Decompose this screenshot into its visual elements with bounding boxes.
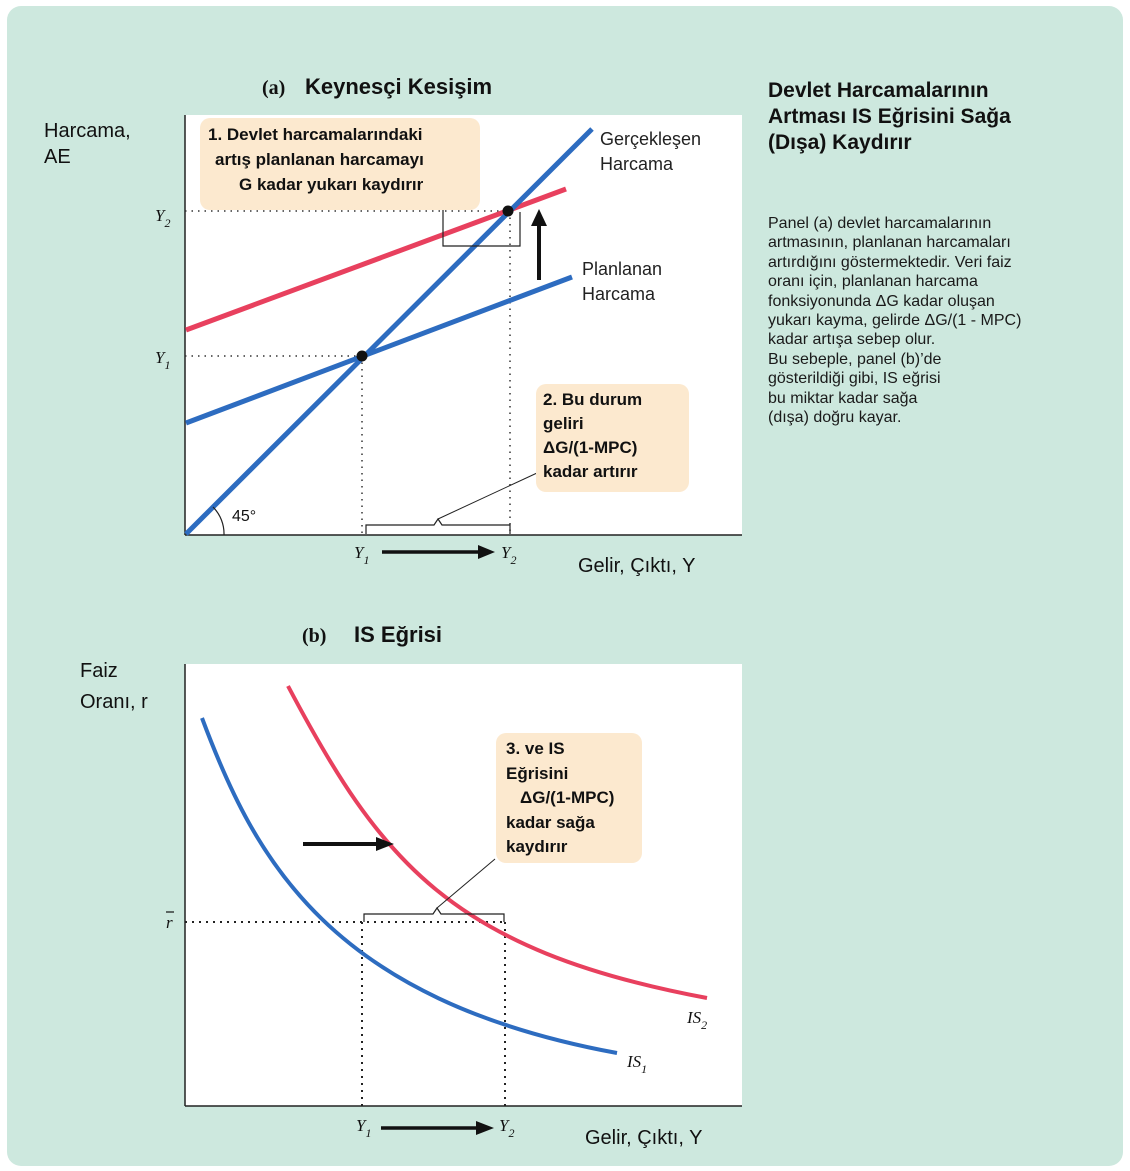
caption-title: Devlet Harcamalarının Artması IS Eğrisin… [768,78,1108,156]
income-shift-arrow-head-b [476,1121,494,1135]
caption-body-line: gösterildiği gibi, IS eğrisi [768,370,941,388]
callout-3-line: kadar sağa [506,812,595,832]
caption: Devlet Harcamalarının Artması IS Eğrisin… [768,78,1108,427]
caption-title-line: Devlet Harcamalarının [768,79,989,102]
panel-b-x-axis-label: Gelir, Çıktı, Y [585,1127,702,1149]
panel-a-x-axis-label: Gelir, Çıktı, Y [578,555,695,577]
x-tick-y2-b: Y2 [499,1116,514,1140]
callout-2-line: 2. Bu durum [543,390,643,409]
callout-3: 3. ve IS Eğrisini ΔG/(1-MPC) kadar sağa … [496,733,642,863]
callout-2-line: ΔG/(1-MPC) [543,438,638,457]
caption-body-line: artmasının, planlanan harcamaları [768,234,1011,252]
callout-3-line: 3. ve IS [506,739,565,758]
caption-body-line: Bu sebeple, panel (b)’de [768,350,942,368]
x-tick-y1-b: Y1 [356,1116,371,1140]
caption-body-line: yukarı kayma, gelirde ΔG/(1 - MPC) [768,312,1022,330]
income-shift-arrow-head-a [478,545,495,559]
is1-curve [200,717,618,1055]
panel-a-callout-2-leader [437,472,538,520]
panel-b-y-axis-label: Faiz Oranı, r [80,660,148,713]
panel-a-label: (a) [262,77,285,99]
callout-2-line: geliri [543,414,584,433]
equilibrium-point-1 [356,350,368,362]
panel-b-label: (b) [302,625,326,647]
panel-b-title: IS Eğrisi [354,622,442,647]
callout-1-line: artış planlanan harcamayı [215,150,424,169]
actual-expenditure-label: Gerçekleşen Harcama [600,129,706,174]
caption-body-line: (dışa) doğru kayar. [768,409,902,427]
is2-curve [286,685,708,1000]
is2-label: IS2 [686,1008,707,1032]
callout-2: 2. Bu durum geliri ΔG/(1-MPC) kadar artı… [536,384,689,492]
callout-1-line: 1. Devlet harcamalarındaki [208,125,423,144]
is-shift-arrow-head [376,837,394,851]
equilibrium-point-2 [502,205,514,217]
planned-expenditure-line-shifted [185,186,567,333]
callout-1: 1. Devlet harcamalarındaki artış planlan… [200,118,480,210]
y-tick-y1: Y1 [155,348,170,372]
angle-label: 45° [232,508,256,525]
caption-body-line: bu miktar kadar sağa [768,389,918,407]
is1-label: IS1 [626,1052,647,1076]
callout-3-line: ΔG/(1-MPC) [520,788,615,807]
shift-arrow-head [531,209,547,226]
x-tick-y2: Y2 [501,543,516,567]
planned-expenditure-line-original [185,274,573,426]
caption-body-line: artırdığını göstermektedir. Veri faiz [768,253,1012,271]
actual-expenditure-line [184,127,594,536]
angle-arc [212,506,225,536]
planned-expenditure-label: Planlanan Harcama [582,259,667,304]
caption-title-line: (Dışa) Kaydırır [768,131,912,154]
y-tick-y2: Y2 [155,206,170,230]
callout-3-line: Eğrisini [506,763,569,783]
caption-body-line: kadar artışa sebep olur. [768,331,936,349]
delta-g-bracket [442,206,521,247]
panel-b-callout-3-leader [436,858,496,909]
callout-2-line: kadar artırır [543,462,638,481]
caption-body-line: Panel (a) devlet harcamalarının [768,215,992,232]
caption-title-line: Artması IS Eğrisini Sağa [768,105,1011,128]
caption-body: Panel (a) devlet harcamalarının artmasın… [768,214,1108,427]
caption-body-line: fonksiyonunda ΔG kadar oluşan [768,292,995,310]
callout-1-line: G kadar yukarı kaydırır [239,175,424,194]
caption-body-line: oranı için, planlanan harcama [768,273,978,291]
x-tick-y1: Y1 [354,543,369,567]
panel-a-title: Keynesçi Kesişim [305,74,492,99]
r-tick: r [166,913,173,932]
callout-3-line: kaydırır [506,837,568,856]
panel-a-y-axis-label: Harcama, AE [44,120,136,168]
